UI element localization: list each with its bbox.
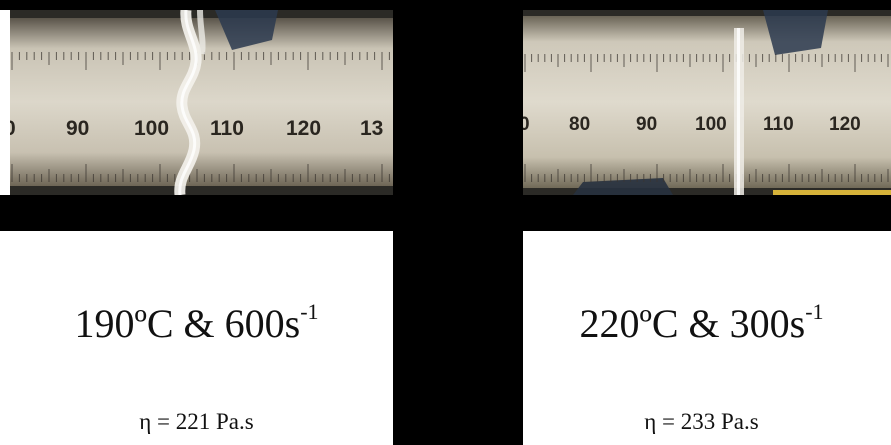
exponent: -1 xyxy=(300,299,319,324)
shear-rate: 600s xyxy=(224,301,301,346)
ruler-ticks-top xyxy=(11,52,390,70)
left-ruler-photo: 0 90 100 110 120 13 xyxy=(10,10,393,195)
ruler-label: 100 xyxy=(134,117,169,140)
right-divider-band xyxy=(523,195,891,231)
temperature: 220ºC xyxy=(579,301,679,346)
right-ruler-photo: 0 80 90 100 110 120 xyxy=(523,10,891,195)
ruler-label: 0 xyxy=(10,117,16,140)
left-viscosity-label: η = 221 Pa.s xyxy=(139,409,254,434)
temperature: 190ºC xyxy=(74,301,174,346)
ruler-label: 90 xyxy=(66,117,89,140)
ruler-label: 110 xyxy=(763,114,794,135)
joiner: & xyxy=(688,301,720,346)
shear-rate: 300s xyxy=(729,301,806,346)
right-viscosity-label: η = 233 Pa.s xyxy=(644,409,759,434)
ruler-label: 90 xyxy=(636,114,657,135)
center-divider xyxy=(393,0,523,445)
ruler-label: 13 xyxy=(360,117,383,140)
ruler-ticks-bottom xyxy=(11,164,390,182)
ruler-label: 110 xyxy=(210,117,244,140)
ruler-label: 120 xyxy=(829,114,861,135)
ruler-ticks-bottom xyxy=(524,164,889,182)
left-condition-label: 190ºC & 600s-1 xyxy=(5,300,388,348)
exponent: -1 xyxy=(805,299,824,324)
left-divider-band xyxy=(0,195,393,231)
joiner: & xyxy=(183,301,215,346)
ruler-label: 80 xyxy=(569,114,590,135)
ruler-label: 100 xyxy=(695,114,727,135)
ruler-label: 120 xyxy=(286,117,321,140)
ruler-label: 0 xyxy=(523,114,530,135)
right-condition-label: 220ºC & 300s-1 xyxy=(512,300,891,348)
